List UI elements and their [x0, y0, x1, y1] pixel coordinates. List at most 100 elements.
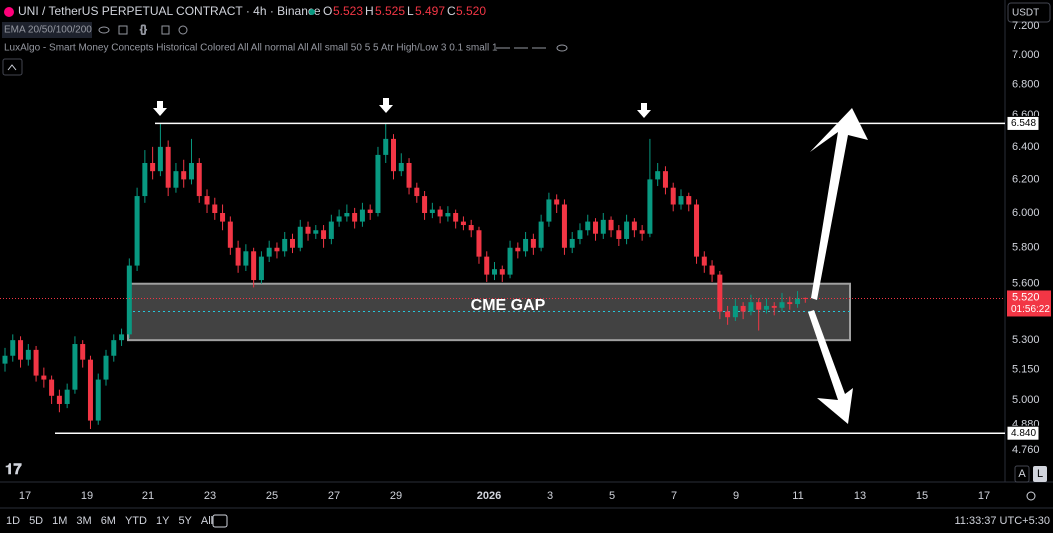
candle-body	[142, 163, 148, 197]
candle-body	[220, 213, 226, 222]
candle-body	[460, 221, 466, 226]
candle-body	[468, 225, 474, 231]
candle-body	[103, 355, 109, 380]
range-button[interactable]: 1Y	[156, 515, 170, 527]
candle-body	[80, 344, 86, 360]
candle-body	[119, 334, 125, 341]
candle-body	[41, 375, 47, 380]
x-tick-label: 23	[204, 490, 216, 502]
candle-body	[406, 163, 412, 188]
auto-scale-button[interactable]	[1014, 465, 1030, 483]
candle-body	[771, 305, 777, 308]
settings-icon[interactable]	[1026, 491, 1036, 501]
candle-body	[126, 265, 132, 335]
indicator-name[interactable]: EMA 20/50/100/200	[4, 25, 92, 36]
indicator-badge[interactable]	[2, 22, 92, 38]
candle-body	[523, 238, 529, 252]
candle-body	[709, 265, 715, 275]
candle-body	[530, 238, 536, 248]
candle-body	[111, 340, 117, 356]
y-tick-label: 5.000	[1012, 394, 1040, 406]
candle-body	[375, 154, 381, 214]
range-button[interactable]: 5Y	[178, 515, 192, 527]
candle-body	[561, 204, 567, 248]
candle-body	[10, 340, 16, 356]
range-button[interactable]: 5D	[29, 515, 43, 527]
candle-body	[243, 251, 249, 266]
indicator-name[interactable]: LuxAlgo - Smart Money Concepts Historica…	[4, 43, 498, 54]
currency-button[interactable]	[1007, 2, 1051, 23]
candle-body	[484, 256, 490, 275]
y-tick-label: 6.400	[1012, 141, 1040, 153]
candle-body	[25, 349, 31, 360]
candle-body	[802, 297, 808, 299]
candle-body	[274, 247, 280, 252]
candle-body	[662, 171, 668, 188]
candle-body	[492, 269, 498, 275]
log-scale-label[interactable]: L	[1037, 468, 1043, 480]
y-tick-label: 6.200	[1012, 173, 1040, 185]
currency-label[interactable]: USDT	[1012, 8, 1039, 19]
visibility-icon[interactable]	[556, 44, 568, 52]
candle-body	[725, 311, 731, 318]
candle-body	[624, 221, 630, 239]
candle-body	[398, 163, 404, 172]
candle-body	[748, 302, 754, 312]
plot: CME GAP	[0, 122, 1005, 434]
range-button[interactable]: 1D	[6, 515, 20, 527]
indicator-icons[interactable]: {}	[98, 24, 188, 36]
candle-body	[453, 213, 459, 222]
logo: 𝟏𝟕	[5, 461, 22, 478]
last-price-label: 5.520	[1012, 291, 1040, 303]
candle-body	[157, 146, 163, 172]
ohlc-label: O	[323, 4, 332, 18]
date-range-icon[interactable]	[212, 514, 228, 528]
y-tick-label: 5.300	[1012, 334, 1040, 346]
candle-body	[18, 340, 24, 360]
candle-body	[289, 238, 295, 248]
candle-body	[173, 171, 179, 188]
candle-body	[2, 355, 8, 364]
ohlc-label: C	[447, 4, 456, 18]
x-tick-label: 17	[19, 490, 31, 502]
level-label: 4.840	[1011, 428, 1036, 439]
x-tick-label: 2026	[477, 490, 501, 502]
auto-scale-label[interactable]: A	[1018, 468, 1026, 480]
candle-body	[165, 146, 171, 188]
candle-body	[383, 138, 389, 155]
candle-body	[212, 204, 218, 214]
last-price-box	[1007, 290, 1051, 317]
ohlc-value: 5.497	[415, 4, 445, 18]
candle-body	[577, 230, 583, 239]
x-tick-label: 5	[609, 490, 615, 502]
candle-body	[87, 359, 93, 421]
collapse-icon	[7, 64, 17, 71]
candle-body	[266, 247, 272, 257]
candle-body	[499, 269, 505, 275]
candle-body	[593, 221, 599, 234]
candle-body	[352, 213, 358, 222]
candle-body	[686, 196, 692, 205]
candle-body	[694, 204, 700, 257]
candle-body	[321, 230, 327, 239]
candle-body	[585, 221, 591, 231]
candle-body	[717, 274, 723, 312]
range-button[interactable]: YTD	[125, 515, 147, 527]
annotation-arrows	[153, 98, 868, 424]
x-tick-label: 25	[266, 490, 278, 502]
log-scale-button[interactable]	[1033, 466, 1047, 482]
candle-body	[414, 187, 420, 197]
candle-body	[538, 221, 544, 248]
y-tick-label: 5.150	[1012, 363, 1040, 375]
range-button[interactable]: 3M	[76, 515, 91, 527]
range-button[interactable]: 6M	[101, 515, 116, 527]
range-button[interactable]: 1M	[52, 515, 67, 527]
x-tick-label: 7	[671, 490, 677, 502]
candle-body	[639, 230, 645, 234]
candle-body	[336, 216, 342, 222]
range-button[interactable]: All	[201, 515, 213, 527]
level-label: 6.548	[1011, 118, 1036, 129]
candle-body	[359, 209, 365, 222]
collapse-button[interactable]	[2, 58, 23, 76]
